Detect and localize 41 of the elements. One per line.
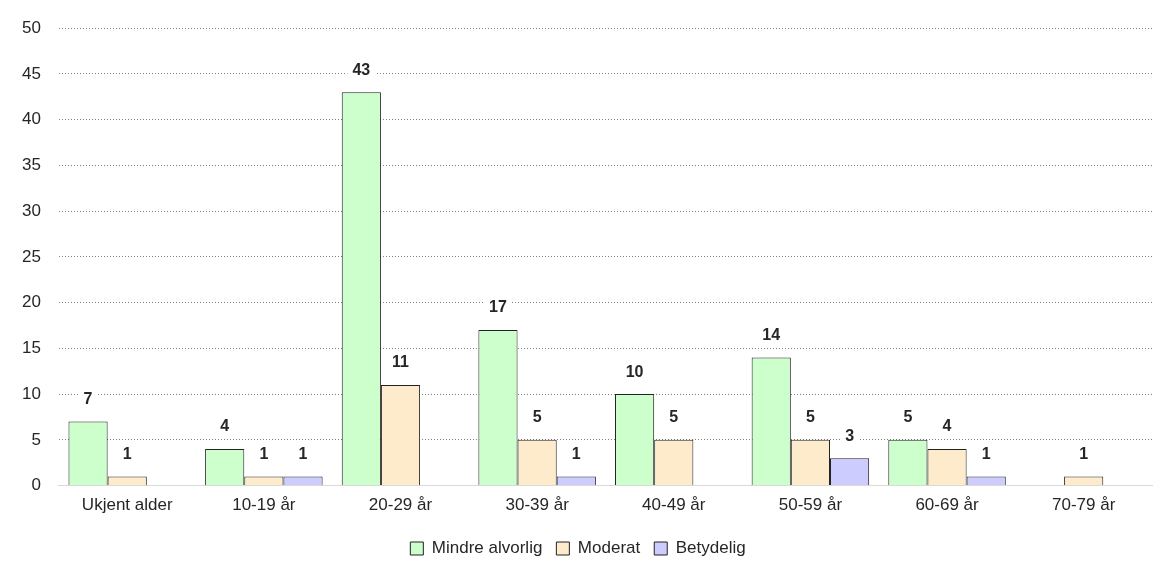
data-label: 43	[352, 60, 371, 78]
data-label: 1	[298, 444, 308, 462]
x-tick-label: 10-19 år	[232, 495, 296, 515]
data-label: 1	[981, 444, 991, 462]
data-label: 5	[903, 408, 913, 426]
y-tick-label: 15	[21, 338, 41, 358]
data-label: 5	[669, 408, 679, 426]
x-tick-label: 20-29 år	[368, 495, 433, 515]
legend-label: Moderat	[577, 538, 641, 558]
y-tick-label: 0	[31, 475, 41, 495]
data-label: 17	[489, 298, 507, 316]
x-tick-label: 60-69 år	[915, 495, 980, 515]
y-tick-label: 25	[21, 246, 41, 266]
data-label: 5	[805, 408, 815, 426]
y-tick-label: 20	[21, 292, 41, 312]
y-tick-label: 45	[21, 63, 41, 83]
data-label: 1	[571, 444, 581, 462]
x-tick-label: 40-49 år	[642, 495, 706, 515]
data-label: 3	[845, 426, 855, 444]
legend-label: Mindre alvorlig	[431, 538, 543, 558]
data-label: 1	[259, 444, 269, 462]
y-tick-label: 35	[21, 155, 41, 175]
data-label: 7	[83, 389, 93, 407]
y-tick-label: 10	[21, 383, 41, 403]
legend-label: Betydelig	[675, 538, 746, 558]
y-tick-label: 50	[21, 17, 41, 37]
data-label: 4	[942, 417, 952, 435]
data-label: 1	[1079, 444, 1089, 462]
data-label: 1	[122, 444, 132, 462]
x-tick-label: 70-79 år	[1052, 495, 1116, 515]
y-tick-label: 40	[21, 109, 41, 129]
data-label: 4	[220, 417, 230, 435]
data-label: 11	[392, 353, 410, 371]
data-label: 10	[625, 362, 644, 380]
data-label: 14	[762, 325, 781, 343]
y-tick-label: 5	[31, 429, 41, 449]
y-tick-label: 30	[21, 200, 41, 220]
data-label: 5	[532, 408, 542, 426]
x-tick-label: 30-39 år	[505, 495, 570, 515]
x-tick-label: 50-59 år	[778, 495, 843, 515]
x-tick-label: Ukjent alder	[81, 495, 173, 515]
